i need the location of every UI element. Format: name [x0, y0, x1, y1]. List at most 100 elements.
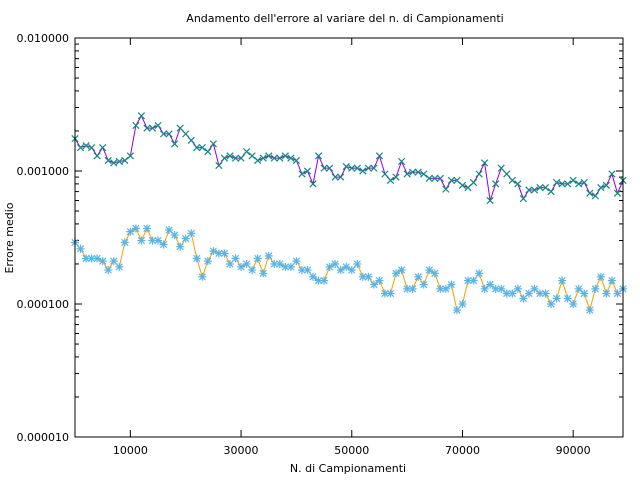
series-1-point — [403, 170, 411, 178]
series-2 — [71, 224, 627, 315]
series-1-point — [530, 186, 539, 194]
series-1-point — [176, 124, 184, 132]
series-2-point — [580, 289, 589, 298]
series-2-point — [159, 240, 168, 249]
x-tick-label: 30000 — [224, 444, 259, 457]
series-2-point — [320, 276, 329, 285]
series-2-point — [541, 289, 550, 298]
series-1-point — [276, 154, 284, 162]
series-1-point — [159, 130, 168, 138]
series-1-point — [143, 124, 151, 132]
series-1-point — [215, 161, 223, 170]
series-2-point — [569, 300, 578, 308]
series-1-point — [326, 164, 334, 172]
y-tick-label: 0.000100 — [17, 298, 70, 311]
series-1-point — [458, 181, 467, 189]
x-axis-label: N. di Campionamenti — [290, 462, 406, 475]
series-2-point — [353, 259, 362, 268]
series-1-point — [392, 173, 400, 181]
series-1-point — [564, 180, 572, 188]
series-1-point — [226, 152, 234, 160]
series-1-point — [231, 154, 240, 162]
series-2-point — [563, 294, 572, 303]
series-1 — [71, 112, 627, 205]
series-1-point — [348, 164, 356, 172]
series-2-point — [613, 289, 622, 298]
series-2-point — [414, 272, 423, 281]
series-1-point — [110, 159, 118, 167]
series-1-point — [237, 154, 245, 162]
series-2-point — [142, 224, 151, 233]
series-1-point — [193, 143, 201, 152]
series-1-point — [381, 170, 389, 178]
series-2-point — [607, 276, 616, 285]
series-1-point — [99, 143, 107, 152]
series-1-point — [309, 180, 317, 188]
series-1-point — [431, 174, 439, 183]
series-2-point — [192, 254, 201, 263]
series-1-point — [93, 152, 101, 160]
series-2-point — [547, 300, 556, 308]
series-1-point — [447, 176, 456, 185]
series-2-point — [430, 269, 439, 278]
series-1-point — [148, 124, 157, 132]
series-2-point — [552, 294, 561, 303]
series-1-point — [242, 147, 251, 156]
series-1-point — [370, 164, 378, 172]
series-1-point — [414, 168, 422, 176]
series-2-point — [441, 284, 450, 293]
series-1-point — [514, 180, 522, 188]
series-2-point — [369, 280, 378, 289]
series-1-point — [608, 170, 616, 178]
series-1-point — [259, 154, 267, 162]
series-2-point — [530, 284, 539, 293]
series-2-point — [225, 259, 234, 268]
series-2-point — [469, 276, 478, 285]
series-1-point — [137, 112, 146, 120]
series-2-point — [331, 259, 340, 268]
series-2-point — [109, 257, 118, 266]
axes: 0.010000 0.001000 0.000100 0.000010 10000 300… — [17, 32, 623, 457]
series-2-point — [181, 234, 190, 243]
series-layer — [71, 112, 627, 315]
y-tick-label: 0.010000 — [17, 32, 70, 45]
series-1-point — [342, 162, 350, 171]
series-1-point — [575, 180, 583, 188]
series-1-point — [171, 140, 179, 148]
series-1-point — [580, 178, 588, 187]
series-1-point — [420, 170, 428, 178]
series-2-point — [115, 262, 124, 271]
series-2-point — [458, 300, 467, 308]
series-2-point — [286, 262, 295, 271]
series-1-point — [475, 170, 483, 178]
series-2-point — [480, 284, 489, 293]
series-2-point — [292, 257, 301, 266]
series-1-point — [115, 157, 123, 166]
series-1-point — [265, 152, 273, 160]
series-1-point — [154, 121, 162, 130]
series-2-point — [120, 238, 129, 247]
series-1-point — [331, 173, 339, 181]
series-1-point — [492, 180, 500, 188]
series-1-point — [204, 147, 212, 156]
series-2-point — [392, 269, 401, 278]
series-1-point — [187, 136, 195, 144]
series-2-point — [408, 284, 417, 293]
series-2-point — [486, 280, 495, 289]
series-1-point — [525, 186, 533, 194]
series-2-point — [154, 236, 163, 245]
series-1-point — [209, 140, 218, 148]
series-1-point — [597, 183, 605, 192]
x-tick-label: 50000 — [334, 444, 369, 457]
series-2-point — [176, 242, 185, 251]
series-1-point — [353, 164, 361, 172]
series-1-point — [486, 196, 494, 205]
series-1-point — [104, 156, 112, 165]
series-2-point — [203, 257, 212, 266]
series-2-point — [198, 272, 207, 281]
series-2-point — [397, 266, 406, 275]
chart-title: Andamento dell'errore al variare del n. … — [186, 12, 503, 25]
series-1-point — [569, 176, 577, 185]
series-2-point — [591, 284, 600, 293]
series-1-point — [182, 130, 190, 138]
